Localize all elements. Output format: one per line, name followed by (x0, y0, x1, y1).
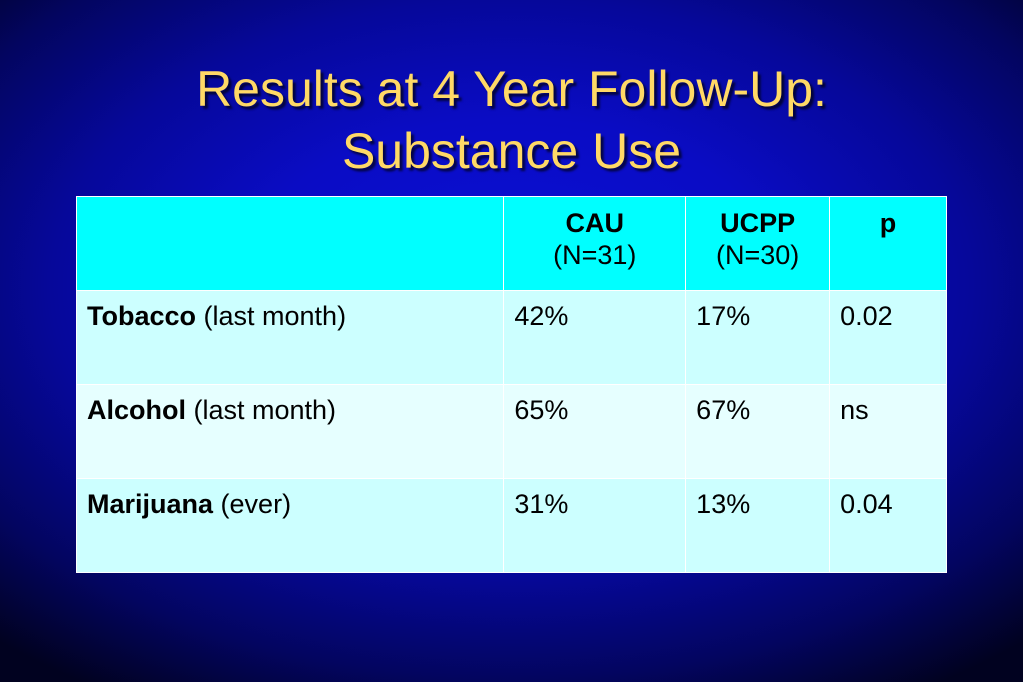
title-line-1: Results at 4 Year Follow-Up: (196, 61, 827, 117)
cau-cell: 42% (503, 290, 687, 385)
ucpp-cell: 17% (685, 290, 831, 385)
header-cell-blank (75, 196, 505, 291)
substance-qualifier: (ever) (213, 489, 292, 519)
table-row: Tobacco (last month) 42% 17% 0.02 (75, 290, 947, 385)
substance-cell: Tobacco (last month) (75, 290, 505, 385)
header-label: p (879, 208, 897, 238)
substance-name: Marijuana (87, 489, 214, 519)
cau-cell: 31% (503, 478, 687, 573)
p-value-cell: 0.02 (829, 290, 947, 385)
table-row: Alcohol (last month) 65% 67% ns (75, 384, 947, 479)
header-sublabel: (N=31) (553, 240, 637, 270)
header-cell-p: p (829, 196, 947, 291)
p-value-cell: ns (829, 384, 947, 479)
substance-cell: Marijuana (ever) (75, 478, 505, 573)
substance-qualifier: (last month) (186, 395, 337, 425)
header-sublabel: (N=30) (715, 240, 800, 270)
header-cell-cau: CAU (N=31) (503, 196, 687, 291)
header-label: UCPP (720, 208, 796, 238)
table-row: Marijuana (ever) 31% 13% 0.04 (75, 478, 947, 573)
substance-name: Tobacco (87, 301, 197, 331)
slide-title: Results at 4 Year Follow-Up: Substance U… (0, 58, 1023, 182)
p-value-cell: 0.04 (829, 478, 947, 573)
ucpp-cell: 13% (685, 478, 831, 573)
title-line-2: Substance Use (341, 123, 682, 179)
results-table: CAU (N=31) UCPP (N=30) p Tobacco (last m… (75, 196, 947, 573)
substance-name: Alcohol (87, 395, 186, 425)
header-cell-ucpp: UCPP (N=30) (685, 196, 831, 291)
header-label: CAU (565, 208, 625, 238)
substance-qualifier: (last month) (196, 301, 347, 331)
cau-cell: 65% (503, 384, 687, 479)
table-header-row: CAU (N=31) UCPP (N=30) p (75, 196, 947, 291)
ucpp-cell: 67% (685, 384, 831, 479)
substance-cell: Alcohol (last month) (75, 384, 505, 479)
